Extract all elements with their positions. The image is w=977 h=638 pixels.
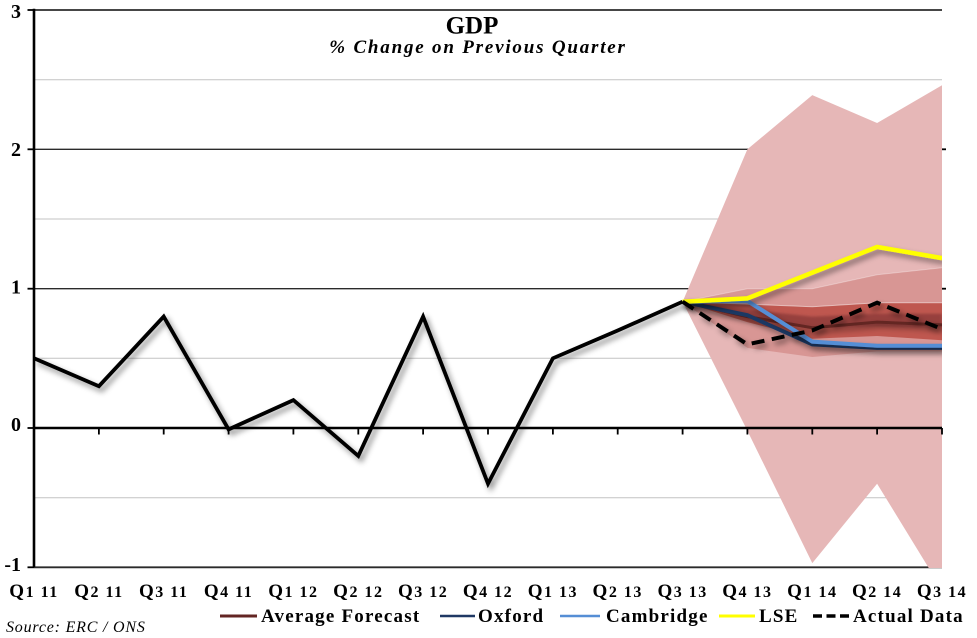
svg-text:Q2 13: Q2 13: [593, 581, 643, 602]
svg-text:Source: ERC / ONS: Source: ERC / ONS: [6, 619, 146, 636]
svg-text:Q3 12: Q3 12: [398, 581, 448, 602]
svg-text:Q2 11: Q2 11: [74, 581, 123, 602]
svg-text:0: 0: [11, 414, 21, 436]
svg-text:Q3 13: Q3 13: [657, 581, 707, 602]
svg-text:Q1 13: Q1 13: [528, 581, 578, 602]
svg-text:Q2 14: Q2 14: [852, 581, 902, 602]
svg-text:Q1 14: Q1 14: [787, 581, 837, 602]
svg-text:Cambridge: Cambridge: [606, 606, 709, 627]
svg-text:LSE: LSE: [759, 606, 799, 627]
svg-text:Q3 14: Q3 14: [917, 581, 967, 602]
svg-text:GDP: GDP: [446, 13, 499, 40]
svg-text:3: 3: [11, 1, 21, 23]
svg-text:2: 2: [11, 139, 21, 161]
svg-text:-1: -1: [4, 554, 21, 576]
svg-text:Oxford: Oxford: [478, 606, 544, 627]
svg-text:Q2 12: Q2 12: [333, 581, 383, 602]
svg-text:Q4 12: Q4 12: [463, 581, 513, 602]
svg-text:Q4 13: Q4 13: [722, 581, 772, 602]
svg-text:Actual Data: Actual Data: [853, 606, 964, 627]
svg-text:Q4 11: Q4 11: [204, 581, 253, 602]
svg-text:Q1 12: Q1 12: [268, 581, 318, 602]
svg-text:Q1 11: Q1 11: [9, 581, 58, 602]
svg-text:% Change on Previous Quarter: % Change on Previous Quarter: [329, 37, 626, 58]
svg-text:Average Forecast: Average Forecast: [261, 606, 420, 627]
svg-text:Q3 11: Q3 11: [139, 581, 188, 602]
svg-text:1: 1: [11, 277, 21, 299]
